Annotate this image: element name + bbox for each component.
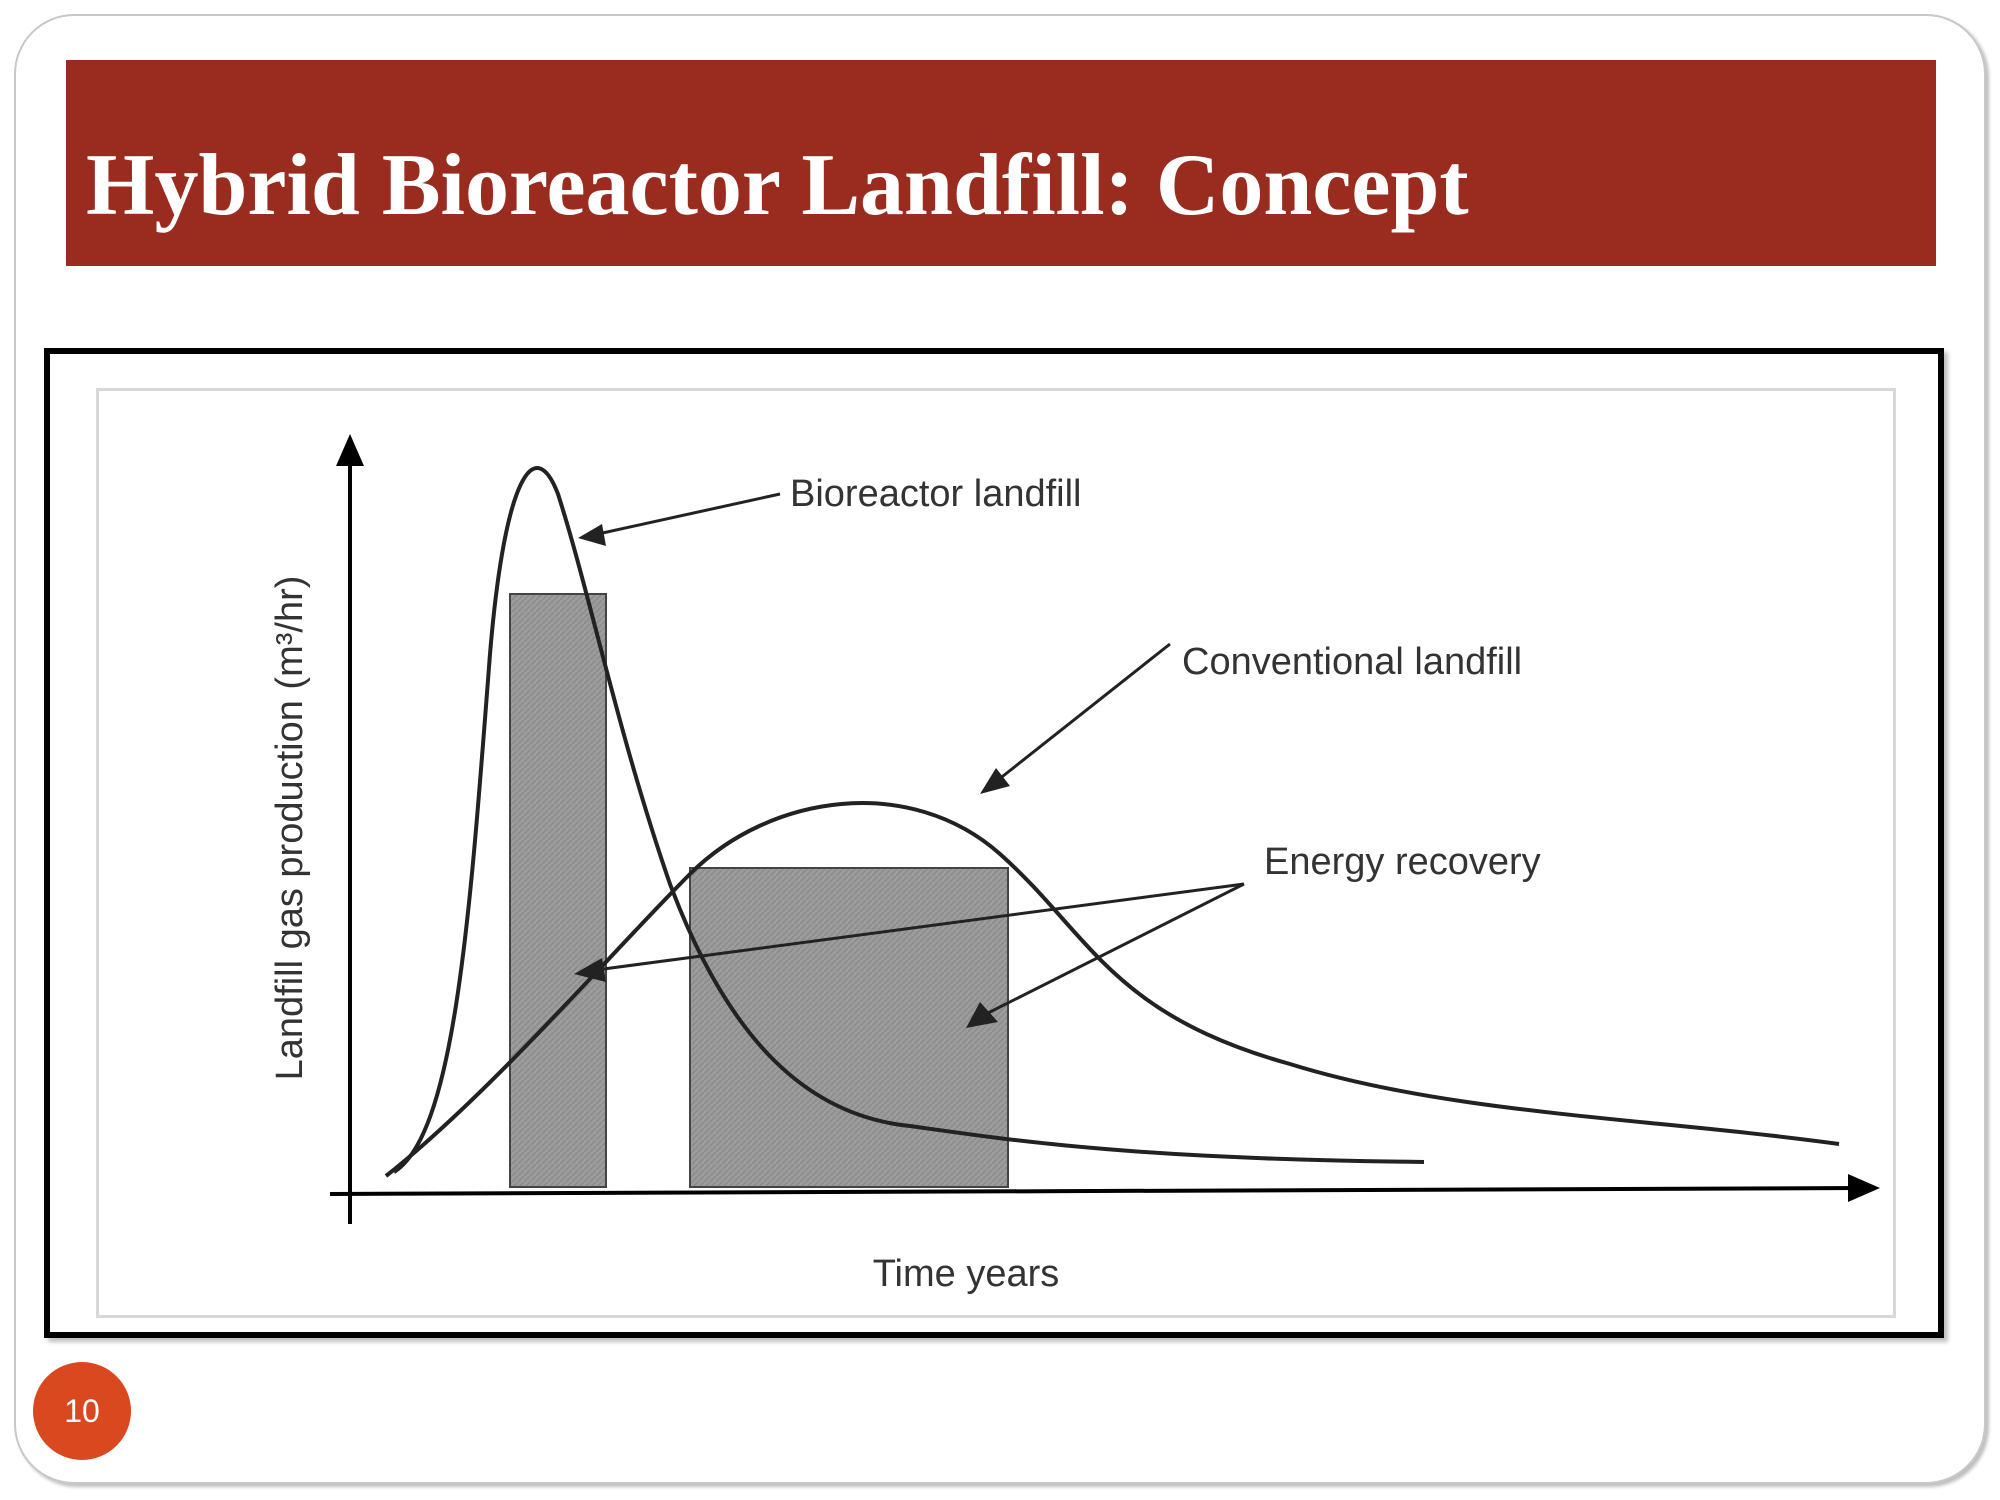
bioreactor-pointer-arrowhead [578, 524, 606, 546]
energy-recovery-area-bioreactor [509, 593, 607, 1188]
energy-recovery-pointer-line-left [595, 882, 1245, 972]
bioreactor-label: Bioreactor landfill [790, 473, 1081, 515]
x-axis-label: Time years [873, 1253, 1060, 1295]
energy-recovery-pointer-line-right [985, 882, 1245, 1016]
y-axis-arrowhead [336, 434, 364, 466]
energy-recovery-label: Energy recovery [1264, 841, 1541, 883]
page-number-badge: 10 [33, 1362, 131, 1460]
bioreactor-pointer-line [597, 492, 781, 536]
energy-recovery-pointer-arrowhead-right [966, 1002, 998, 1028]
energy-recovery-pointer-arrowhead-left [574, 958, 606, 982]
title-bar: Hybrid Bioreactor Landfill: Concept [66, 60, 1936, 266]
conventional-label: Conventional landfill [1182, 641, 1522, 683]
conventional-pointer-arrowhead [980, 768, 1010, 794]
slide-title: Hybrid Bioreactor Landfill: Concept [86, 137, 1469, 234]
x-axis-arrowhead [1848, 1174, 1880, 1202]
bioreactor-curve [392, 466, 1425, 1174]
gas-production-diagram: Bioreactor landfill Conventional landfil… [269, 434, 1880, 1295]
y-axis-label: Landfill gas production (m³/hr) [269, 576, 311, 1081]
conventional-pointer-line [997, 642, 1171, 782]
x-axis [329, 1186, 1863, 1196]
conventional-curve [384, 801, 1840, 1178]
energy-recovery-area-conventional [689, 867, 1009, 1188]
diagram-frame: Bioreactor landfill Conventional landfil… [44, 348, 1944, 1338]
